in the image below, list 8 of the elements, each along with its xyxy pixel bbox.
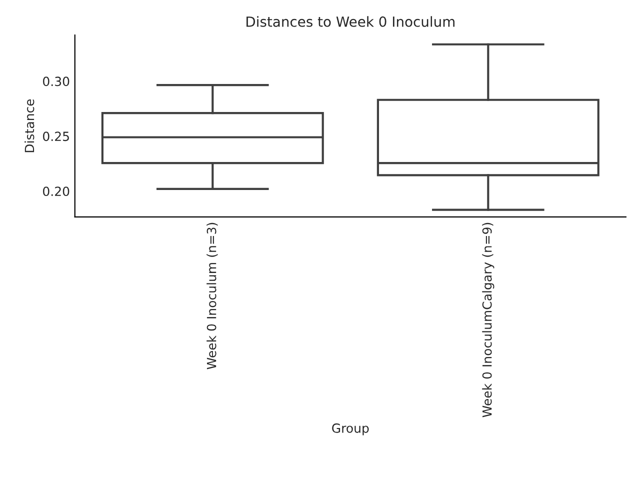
chart-title: Distances to Week 0 Inoculum [246,16,454,27]
y-tick-label: 0.25 [43,132,69,142]
y-axis-title: Distance [24,99,34,152]
y-tick-label: 0.20 [43,186,70,196]
y-tick-label: 0.30 [43,76,70,86]
x-axis-title: Group [332,423,369,436]
x-tick-label: Week 0 Inoculum (n=3) [206,222,218,370]
x-tick-label: Week 0 InoculumCalgary (n=9) [482,222,494,418]
